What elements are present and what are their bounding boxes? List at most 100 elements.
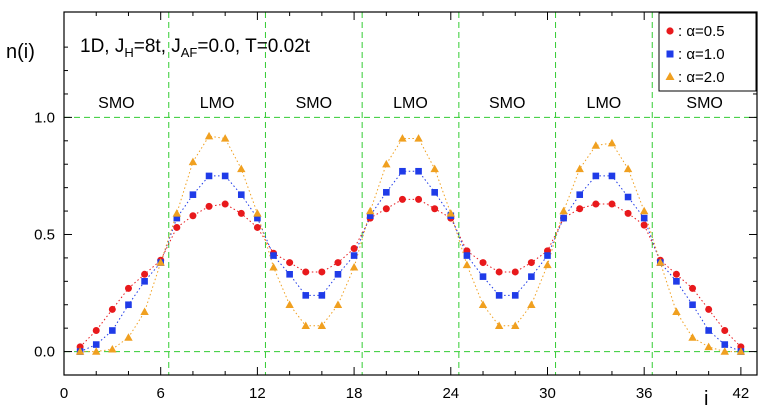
- square-point-8: [189, 191, 197, 198]
- triangle-point-12: [253, 209, 262, 217]
- x-tick-label-42: 42: [733, 385, 750, 402]
- legend-marker-alpha-0-5: [666, 27, 674, 35]
- triangle-point-23: [430, 164, 439, 173]
- triangle-point-8: [188, 157, 198, 166]
- circle-point-39: [689, 284, 697, 292]
- circle-point-7: [173, 223, 181, 231]
- square-point-21: [399, 167, 406, 175]
- circle-point-18: [350, 245, 358, 253]
- circle-point-34: [608, 200, 616, 208]
- triangle-point-41: [720, 347, 729, 355]
- annotation-mid: =8t, J: [134, 36, 181, 57]
- triangle-point-21: [398, 134, 407, 142]
- square-point-11: [237, 191, 245, 198]
- x-tick-labels: 0 6 12 18 24 30 36 42: [60, 385, 749, 402]
- region-label-lmo: LMO: [587, 95, 622, 112]
- square-point-4: [125, 301, 132, 309]
- circle-point-36: [640, 221, 648, 229]
- legend-label-alpha-0-5: : α=0.5: [678, 23, 725, 40]
- triangle-point-10: [220, 134, 230, 142]
- square-point-40: [705, 327, 712, 334]
- triangle-point-35: [623, 164, 633, 173]
- triangle-point-27: [494, 321, 504, 330]
- circle-point-22: [415, 195, 423, 203]
- square-point-2: [92, 341, 100, 348]
- triangle-point-16: [317, 321, 327, 330]
- x-tick-label-12: 12: [249, 385, 266, 402]
- series-lines: [79, 135, 742, 353]
- annotation-sub-af: AF: [181, 45, 198, 60]
- triangle-point-33: [591, 141, 601, 149]
- circle-point-3: [108, 305, 116, 313]
- annotation-tail: =0.0, T=0.02t: [197, 36, 310, 57]
- legend-label-alpha-2-0: : α=2.0: [678, 69, 725, 86]
- circle-point-11: [237, 209, 245, 217]
- triangle-point-1: [75, 347, 85, 355]
- circle-point-14: [286, 259, 294, 267]
- square-point-13: [270, 252, 277, 259]
- triangle-point-18: [349, 262, 359, 271]
- triangle-point-14: [285, 300, 294, 308]
- triangle-point-31: [559, 206, 568, 215]
- triangle-point-13: [269, 262, 278, 271]
- y-tick-label-0.5: 0.5: [34, 226, 55, 243]
- square-point-41: [721, 341, 729, 348]
- square-point-19: [366, 212, 374, 220]
- circle-point-23: [431, 205, 439, 213]
- square-point-9: [205, 172, 213, 180]
- triangle-point-38: [672, 307, 681, 315]
- square-point-39: [689, 301, 696, 309]
- legend-marker-alpha-1-0: [666, 50, 674, 58]
- legend-marker-alpha-2-0: [665, 72, 675, 80]
- triangle-point-2: [92, 347, 101, 355]
- triangle-point-26: [478, 300, 488, 308]
- y-tick-labels: 0.0 0.5 1.0: [34, 109, 55, 360]
- square-point-29: [528, 273, 535, 280]
- triangle-point-19: [366, 206, 375, 215]
- circle-point-41: [721, 327, 729, 335]
- triangle-point-32: [575, 164, 584, 173]
- circle-point-27: [495, 268, 503, 276]
- circle-point-26: [479, 259, 487, 267]
- triangle-point-28: [511, 321, 520, 330]
- x-tick-label-30: 30: [539, 385, 556, 402]
- square-point-16: [318, 292, 326, 299]
- circle-point-20: [382, 205, 390, 213]
- circle-point-9: [205, 202, 213, 210]
- square-point-7: [173, 214, 181, 222]
- square-point-28: [511, 292, 519, 299]
- circle-point-5: [141, 270, 149, 278]
- circle-point-10: [221, 200, 229, 208]
- square-point-12: [254, 214, 261, 222]
- square-point-22: [415, 167, 422, 175]
- circle-point-29: [527, 259, 535, 267]
- x-tick-label-0: 0: [60, 385, 68, 402]
- region-labels: SMO LMO SMO LMO SMO LMO SMO: [98, 95, 723, 112]
- grid-lines: [64, 12, 757, 375]
- square-point-31: [560, 214, 567, 222]
- square-point-10: [221, 172, 229, 180]
- triangle-point-29: [527, 300, 536, 308]
- region-label-smo: SMO: [489, 95, 525, 112]
- x-axis-title: i: [704, 388, 708, 407]
- square-point-14: [286, 270, 293, 278]
- legend-box: [658, 12, 757, 92]
- triangle-point-6: [156, 258, 165, 266]
- circle-point-32: [576, 205, 584, 213]
- legend-label-alpha-1-0: : α=1.0: [678, 46, 725, 63]
- triangle-point-11: [237, 164, 246, 173]
- square-point-5: [141, 278, 148, 285]
- triangle-point-25: [462, 260, 472, 269]
- annotation-lead: 1D, J: [80, 36, 124, 57]
- triangle-point-3: [108, 344, 117, 353]
- square-point-20: [383, 189, 390, 196]
- triangle-point-20: [382, 159, 391, 168]
- y-axis-title: n(i): [6, 41, 35, 63]
- region-label-smo: SMO: [98, 95, 134, 112]
- region-label-smo: SMO: [296, 95, 332, 112]
- triangle-point-7: [172, 209, 182, 217]
- triangle-point-39: [688, 333, 697, 341]
- circle-point-40: [705, 305, 713, 313]
- y-tick-label-0.0: 0.0: [34, 344, 55, 361]
